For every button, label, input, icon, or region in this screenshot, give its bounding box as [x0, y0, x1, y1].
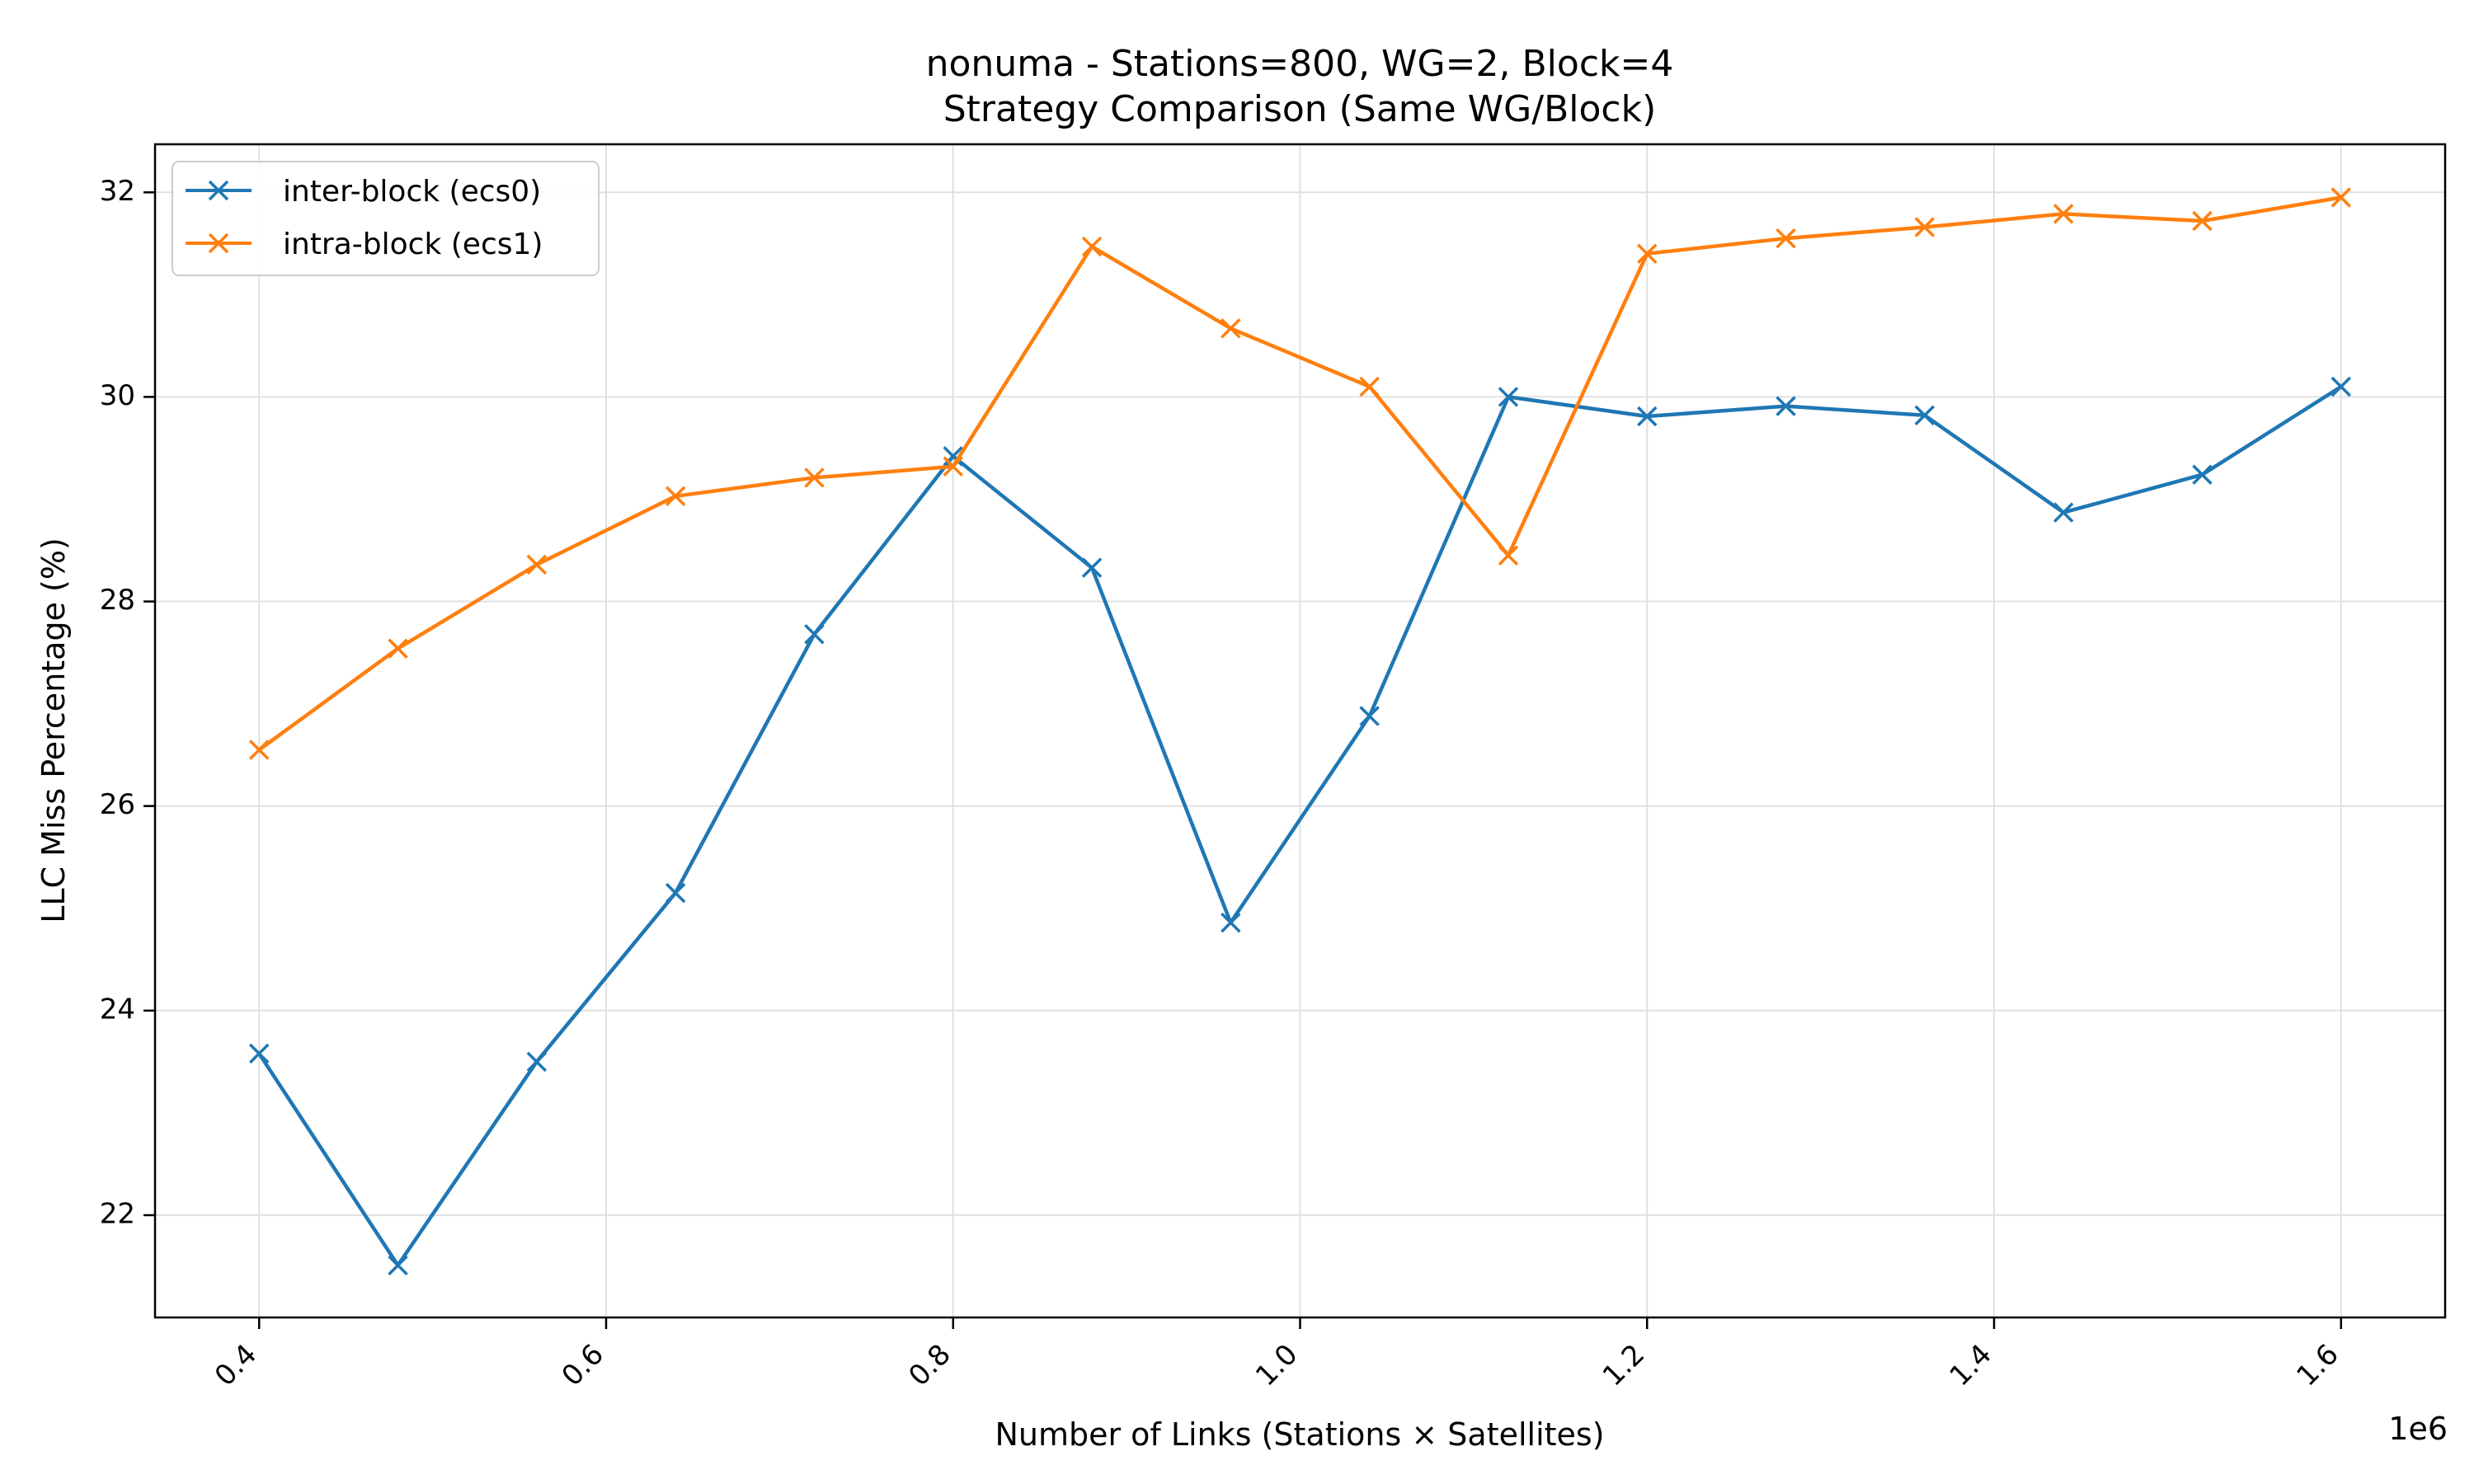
chart-title: nonuma - Stations=800, WG=2, Block=4 [926, 43, 1674, 85]
data-point-intra-block [248, 740, 270, 760]
data-point-inter-block [1081, 557, 1103, 578]
data-point-inter-block [1776, 396, 1796, 416]
data-point-intra-block [1914, 217, 1935, 237]
series-inter-block [248, 376, 2352, 1275]
data-point-intra-block [1221, 318, 1241, 339]
y-tick-label: 22 [100, 1197, 135, 1230]
series-line-intra-block [257, 195, 2342, 752]
data-point-inter-block [526, 1051, 548, 1073]
x-axis-label: Number of Links (Stations × Satellites) [995, 1416, 1604, 1453]
y-axis-ticks: 22 24 26 28 30 32 [100, 175, 155, 1230]
data-point-inter-block [248, 1043, 270, 1064]
series-line-inter-block [257, 385, 2343, 1267]
data-point-inter-block [2053, 502, 2074, 523]
data-point-intra-block [1359, 376, 1380, 397]
grid [155, 144, 2445, 1317]
data-point-inter-block [1221, 912, 1241, 933]
data-point-inter-block [1637, 406, 1658, 427]
data-point-inter-block [665, 882, 686, 904]
data-point-intra-block [2053, 204, 2074, 224]
y-tick-label: 24 [100, 993, 135, 1026]
legend-box [172, 161, 600, 276]
legend: inter-block (ecs0) intra-block (ecs1) [172, 161, 600, 276]
data-point-intra-block [2331, 187, 2352, 208]
data-point-intra-block [1637, 243, 1658, 264]
data-point-intra-block [665, 486, 686, 507]
data-point-intra-block [388, 638, 408, 659]
legend-marker-inter-block [208, 180, 229, 201]
data-point-intra-block [1498, 545, 1519, 566]
data-point-intra-block [2192, 210, 2213, 232]
data-point-intra-block [526, 554, 548, 575]
y-tick-label: 28 [100, 584, 135, 617]
data-point-intra-block [804, 467, 825, 488]
data-point-inter-block [1498, 387, 1519, 407]
data-point-inter-block [804, 624, 825, 645]
y-tick-label: 26 [100, 788, 135, 821]
y-tick-label: 30 [100, 379, 135, 412]
data-point-inter-block [1359, 706, 1380, 726]
data-point-intra-block [943, 456, 963, 477]
legend-label-intra-block: intra-block (ecs1) [283, 228, 543, 261]
data-point-intra-block [1081, 236, 1103, 257]
x-axis-offset-label: 1e6 [2388, 1411, 2448, 1447]
data-point-intra-block [1776, 228, 1796, 249]
legend-marker-intra-block [208, 232, 229, 254]
series-intra-block [248, 187, 2352, 760]
data-point-inter-block [388, 1255, 408, 1275]
legend-label-inter-block: inter-block (ecs0) [283, 175, 541, 209]
data-point-inter-block [1914, 405, 1935, 426]
chart-subtitle: Strategy Comparison (Same WG/Block) [943, 88, 1657, 130]
y-axis-label: LLC Miss Percentage (%) [35, 538, 72, 923]
y-tick-label: 32 [100, 175, 135, 208]
data-point-inter-block [2192, 464, 2213, 485]
series-group [248, 187, 2352, 1275]
data-point-inter-block [2331, 376, 2352, 397]
